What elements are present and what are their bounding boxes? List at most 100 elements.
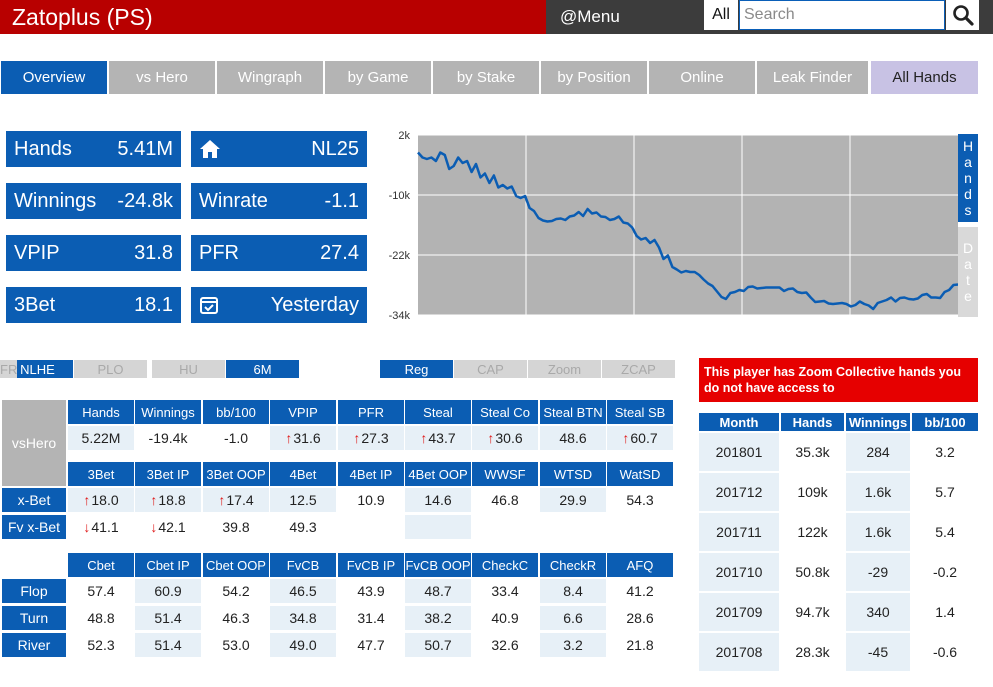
y-tick-label: 2k: [398, 130, 410, 142]
filter-reg[interactable]: Reg: [380, 360, 453, 378]
tab-vs-hero[interactable]: vs Hero: [109, 61, 215, 94]
table-cell: 10.9: [338, 488, 404, 512]
menu-button[interactable]: @Menu: [546, 0, 704, 34]
month-cell: 201710: [699, 553, 779, 591]
cell-value: 39.8: [222, 519, 250, 535]
winnings-line: [417, 151, 959, 311]
table-cell: 60.9: [135, 579, 201, 603]
table-cell: ↑ 31.6: [270, 426, 336, 450]
filter-zoom[interactable]: Zoom: [528, 360, 601, 378]
postflop-header: Cbet OOP: [203, 553, 269, 577]
filter-plo[interactable]: PLO: [74, 360, 147, 378]
postflop-header: CheckR: [540, 553, 606, 577]
stat-label: PFR: [199, 241, 239, 264]
cell-value: 18.0: [91, 492, 119, 508]
cell-value: 31.6: [293, 430, 321, 446]
stat-label: VPIP: [14, 241, 60, 264]
vs-header: WTSD: [540, 462, 606, 486]
cell-value: 49.3: [289, 519, 317, 535]
filter-nlhe[interactable]: NLHE: [2, 360, 73, 378]
search-input[interactable]: [739, 0, 945, 30]
table-cell: 1.6k: [846, 473, 910, 511]
table-cell: 47.7: [357, 637, 385, 653]
table-cell: -1.0: [203, 426, 269, 450]
winnings-graph: 2k -10k -22k -34k: [370, 125, 980, 325]
cell-value: 60.7: [630, 430, 658, 446]
postflop-header: Cbet IP: [135, 553, 201, 577]
arrow-down-icon: ↓: [83, 519, 91, 535]
table-cell: 50.7: [405, 633, 471, 657]
tab-online[interactable]: Online: [649, 61, 755, 94]
table-cell: 41.2: [626, 583, 654, 599]
table-cell: 8.4: [540, 579, 606, 603]
table-cell: 94.7k: [795, 604, 830, 620]
tab-wingraph[interactable]: Wingraph: [217, 61, 323, 94]
stat-value: 31.8: [134, 241, 173, 264]
cell-value: 54.3: [626, 492, 654, 508]
table-cell: -0.6: [932, 644, 958, 660]
vs-header: Hands: [68, 400, 134, 424]
table-cell: 5.4: [935, 524, 955, 540]
vs-header: WatSD: [607, 462, 673, 486]
arrow-down-icon: ↓: [150, 519, 158, 535]
month-cell: 201708: [699, 633, 779, 671]
vs-header: 4Bet: [270, 462, 336, 486]
table-cell: 48.7: [405, 579, 471, 603]
table-cell: 284: [846, 433, 910, 471]
tab-leak-finder[interactable]: Leak Finder: [757, 61, 868, 94]
postflop-header: CheckC: [472, 553, 538, 577]
monthly-header: bb/100: [912, 413, 978, 431]
stat-value: NL25: [311, 137, 359, 160]
table-cell: 109k: [797, 484, 828, 500]
vs-header: Steal BTN: [540, 400, 606, 424]
table-cell: 21.8: [626, 637, 654, 653]
stat-stake: NL25: [191, 131, 367, 167]
monthly-header: Winnings: [846, 413, 910, 431]
tab-by-position[interactable]: by Position: [541, 61, 647, 94]
postflop-header: FvCB: [270, 553, 336, 577]
filter-cap[interactable]: CAP: [454, 360, 527, 378]
arrow-up-icon: ↑: [622, 430, 630, 446]
stat-winnings: Winnings -24.8k: [6, 183, 181, 219]
cell-value: 14.6: [424, 492, 452, 508]
vs-header: Steal Co: [472, 400, 538, 424]
vs-header: 3Bet OOP: [203, 462, 269, 486]
cell-value: 17.4: [226, 492, 254, 508]
table-cell: 3.2: [540, 633, 606, 657]
table-cell: 28.6: [626, 610, 654, 626]
tab-by-game[interactable]: by Game: [325, 61, 431, 94]
filter-zcap[interactable]: ZCAP: [602, 360, 675, 378]
arrow-up-icon: ↑: [487, 430, 495, 446]
monthly-header: Hands: [781, 413, 844, 431]
table-cell: 53.0: [222, 637, 250, 653]
zoom-collective-alert: This player has Zoom Collective hands yo…: [699, 358, 978, 402]
search-scope-all[interactable]: All: [704, 0, 738, 30]
cell-value: 43.7: [428, 430, 456, 446]
table-cell: ↑ 18.0: [68, 488, 134, 512]
table-cell: 54.3: [607, 488, 673, 512]
stat-pfr: PFR 27.4: [191, 235, 367, 271]
home-icon: [200, 140, 220, 158]
cell-value: 18.8: [158, 492, 186, 508]
table-cell: 1.6k: [846, 513, 910, 551]
table-cell: 35.3k: [795, 444, 830, 460]
table-cell: 49.0: [270, 633, 336, 657]
tab-overview[interactable]: Overview: [1, 61, 107, 94]
arrow-up-icon: ↑: [420, 430, 428, 446]
filter-fr[interactable]: FR: [0, 360, 18, 378]
filter-6m[interactable]: 6M: [226, 360, 299, 378]
table-cell: ↑ 17.4: [203, 488, 269, 512]
postflop-header: FvCB IP: [338, 553, 404, 577]
postflop-header: AFQ: [607, 553, 673, 577]
tab-all-hands[interactable]: All Hands: [871, 61, 978, 94]
table-cell: 1.4: [935, 604, 955, 620]
stat-value: -24.8k: [117, 189, 173, 212]
cell-value: 48.6: [559, 430, 587, 446]
tab-by-stake[interactable]: by Stake: [433, 61, 539, 94]
table-cell: 40.9: [491, 610, 519, 626]
search-button[interactable]: [946, 0, 979, 30]
vs-header: 4Bet IP: [338, 462, 404, 486]
filter-hu[interactable]: HU: [152, 360, 225, 378]
